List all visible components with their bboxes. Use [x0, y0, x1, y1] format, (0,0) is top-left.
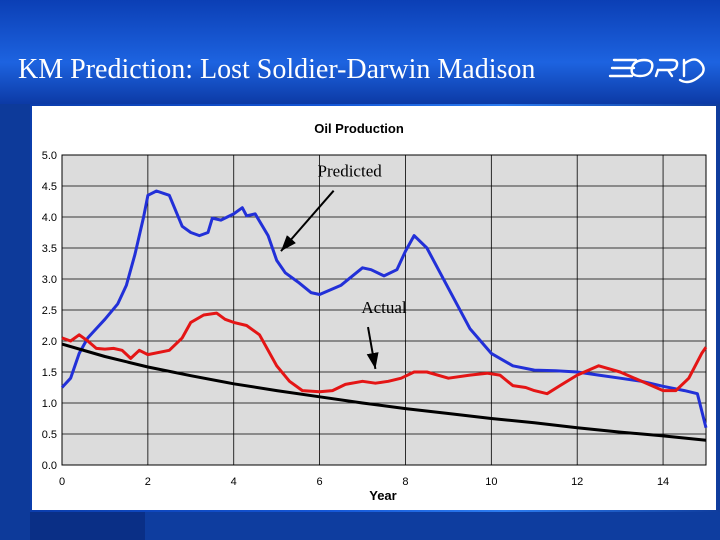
series-line-actual: [61, 311, 708, 396]
y-tick-label: 2.5: [42, 305, 57, 317]
company-logo-icon: [608, 58, 705, 84]
x-tick-label: 2: [145, 476, 151, 488]
y-tick-label: 0.5: [42, 429, 57, 441]
oil-production-chart: Oil Production Year 0.0 0.5 1.0 1.5 2.0 2.5 3.…: [42, 121, 708, 503]
y-tick-label: 2.0: [42, 336, 57, 348]
series-line-decline: [61, 342, 707, 442]
annotation-label: Actual: [361, 298, 407, 317]
slide-title: KM Prediction: Lost Soldier-Darwin Madis…: [18, 54, 536, 85]
y-tick-label: 3.0: [42, 274, 57, 286]
x-tick-label: 8: [402, 476, 408, 488]
x-tick-label: 0: [59, 476, 65, 488]
y-tick-label: 3.5: [42, 243, 57, 255]
y-tick-label: 1.0: [42, 398, 57, 410]
left-strip: [0, 104, 30, 540]
x-tick-label: 4: [231, 476, 237, 488]
series-line-predicted: [60, 189, 708, 429]
annotation-arrow: [280, 190, 335, 252]
x-axis-label: Year: [369, 488, 396, 503]
x-tick-label: 14: [657, 476, 669, 488]
y-tick-label: 5.0: [42, 150, 57, 162]
chart-panel: Oil Production Year 0.0 0.5 1.0 1.5 2.0 2.5 3.…: [32, 106, 716, 510]
x-tick-label: 6: [317, 476, 323, 488]
x-tick-label: 10: [485, 476, 497, 488]
y-tick-label: 4.0: [42, 212, 57, 224]
bottom-strip-segment: [30, 512, 145, 540]
annotation-label: Predicted: [318, 162, 383, 181]
title-bar: [0, 0, 720, 104]
y-tick-label: 4.5: [42, 181, 57, 193]
y-tick-label: 1.5: [42, 367, 57, 379]
bottom-strip: [30, 512, 720, 540]
chart-title: Oil Production: [314, 121, 404, 136]
annotation-arrow: [366, 326, 379, 370]
x-tick-label: 12: [571, 476, 583, 488]
y-tick-label: 0.0: [42, 460, 57, 472]
